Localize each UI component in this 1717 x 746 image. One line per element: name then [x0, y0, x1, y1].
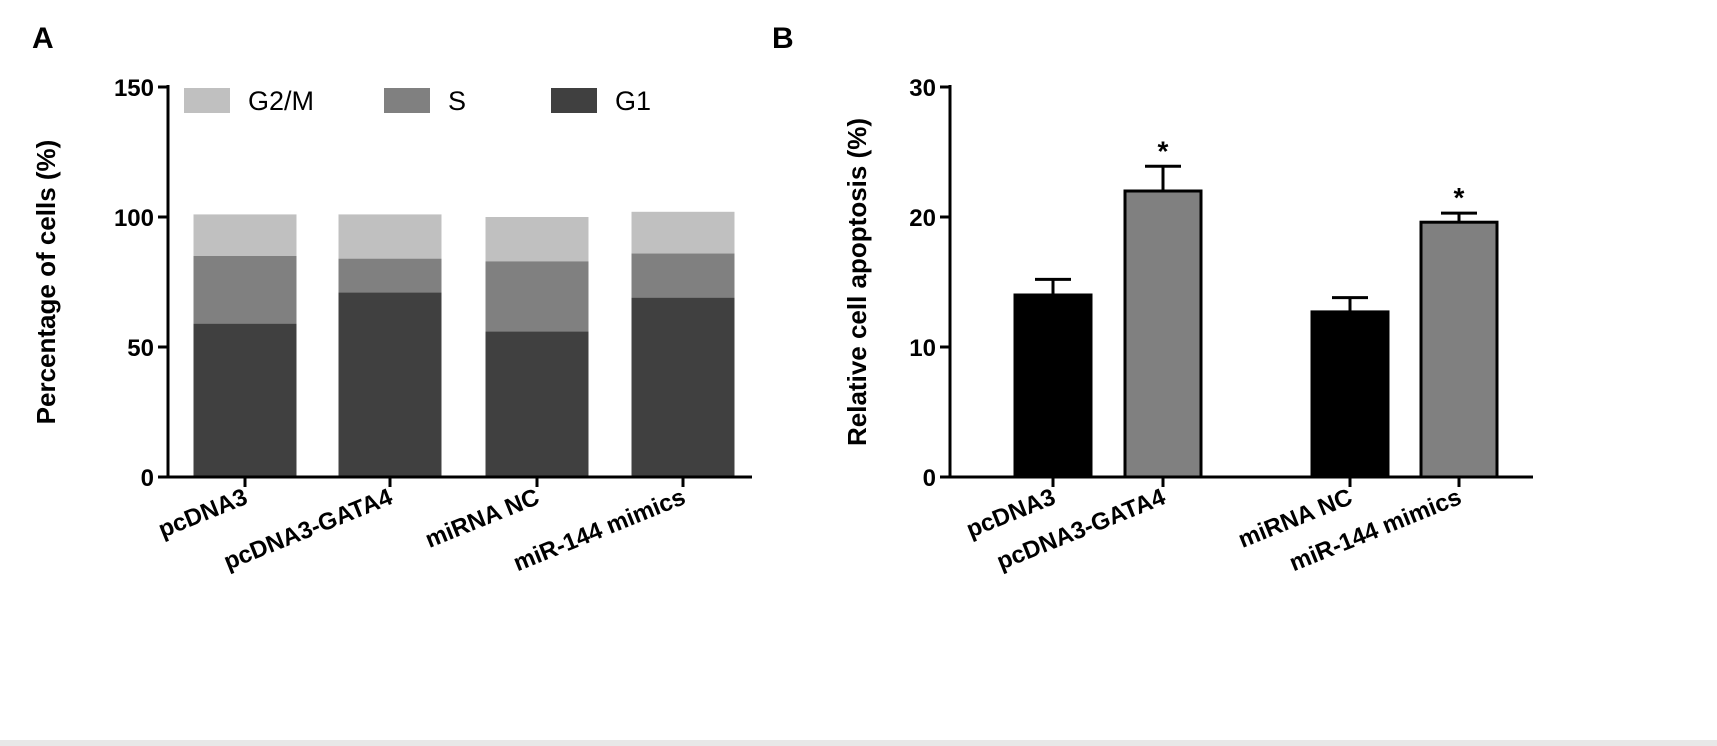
- panel-a-legend: G2/M S G1: [184, 86, 651, 116]
- bar-mirna-nc-g1: [485, 331, 589, 477]
- bar-pcdna3-gata4-s: [338, 258, 442, 293]
- bar-pcdna3-g1: [193, 323, 297, 477]
- panel-b-y-tick-label-10: 10: [909, 335, 936, 362]
- bar-mir-144-mimics: [1419, 220, 1499, 479]
- bar-mir-144-mimics-g2-m: [631, 211, 735, 254]
- legend-label-g1: G1: [615, 86, 651, 116]
- bar-mirna-nc-s: [485, 261, 589, 332]
- bar-pcdna3-gata4-g2-m: [338, 214, 442, 259]
- bar-pcdna3: [1013, 293, 1093, 479]
- panel-b-y-tick-label-30: 30: [909, 75, 936, 102]
- significance-marker-pcdna3-gata4: *: [1158, 135, 1169, 166]
- bar-mirna-nc: [1310, 310, 1390, 479]
- panel-b-y-tick-label-0: 0: [923, 465, 936, 492]
- panel-a-x-tick-label-pcdna3: pcDNA3: [155, 484, 252, 544]
- panel-a-y-ticks: 0 50 100 150: [114, 75, 168, 492]
- bar-mir-144-mimics-g1: [631, 297, 735, 477]
- panel-a-x-tick-label-mirna-nc: miRNA NC: [421, 484, 543, 554]
- panel-a-bars: [193, 211, 735, 477]
- bar-pcdna3-gata4-g1: [338, 292, 442, 477]
- chart-panel-b: B Relative cell apoptosis (%) ** 0102030…: [772, 22, 1533, 577]
- panel-b-y-ticks: 0 10 20 30: [909, 75, 950, 492]
- bar-pcdna3-s: [193, 256, 297, 324]
- panel-a-y-tick-label-100: 100: [114, 205, 154, 232]
- bar-mirna-nc-g2-m: [485, 217, 589, 262]
- chart-panel-a: A Percentage of cells (%) G2/M S G1 0 50 100…: [31, 22, 752, 577]
- panel-b-axes: [948, 85, 1533, 479]
- panel-b-bars: **: [1013, 135, 1499, 479]
- panel-a-y-axis-title: Percentage of cells (%): [31, 140, 61, 425]
- panel-a-y-tick-label-50: 50: [127, 335, 154, 362]
- bar-pcdna3-gata4: [1123, 189, 1203, 479]
- bar-pcdna3-g2-m: [193, 214, 297, 256]
- panel-a-letter: A: [32, 22, 54, 55]
- legend-swatch-g1: [551, 88, 597, 113]
- legend-swatch-s: [384, 88, 430, 113]
- panel-b-letter: B: [772, 22, 794, 55]
- panel-b-y-tick-label-20: 20: [909, 205, 936, 232]
- panel-b-y-axis-title: Relative cell apoptosis (%): [842, 118, 872, 446]
- significance-marker-mir-144-mimics: *: [1454, 182, 1465, 213]
- legend-label-g2-m: G2/M: [248, 86, 314, 116]
- legend-label-s: S: [448, 86, 466, 116]
- panel-a-axes: [166, 85, 752, 479]
- bottom-rule: [0, 740, 1717, 746]
- panel-a-y-tick-label-0: 0: [141, 465, 154, 492]
- legend-swatch-g2-m: [184, 88, 230, 113]
- bar-mir-144-mimics-s: [631, 253, 735, 298]
- panel-a-y-tick-label-150: 150: [114, 75, 154, 102]
